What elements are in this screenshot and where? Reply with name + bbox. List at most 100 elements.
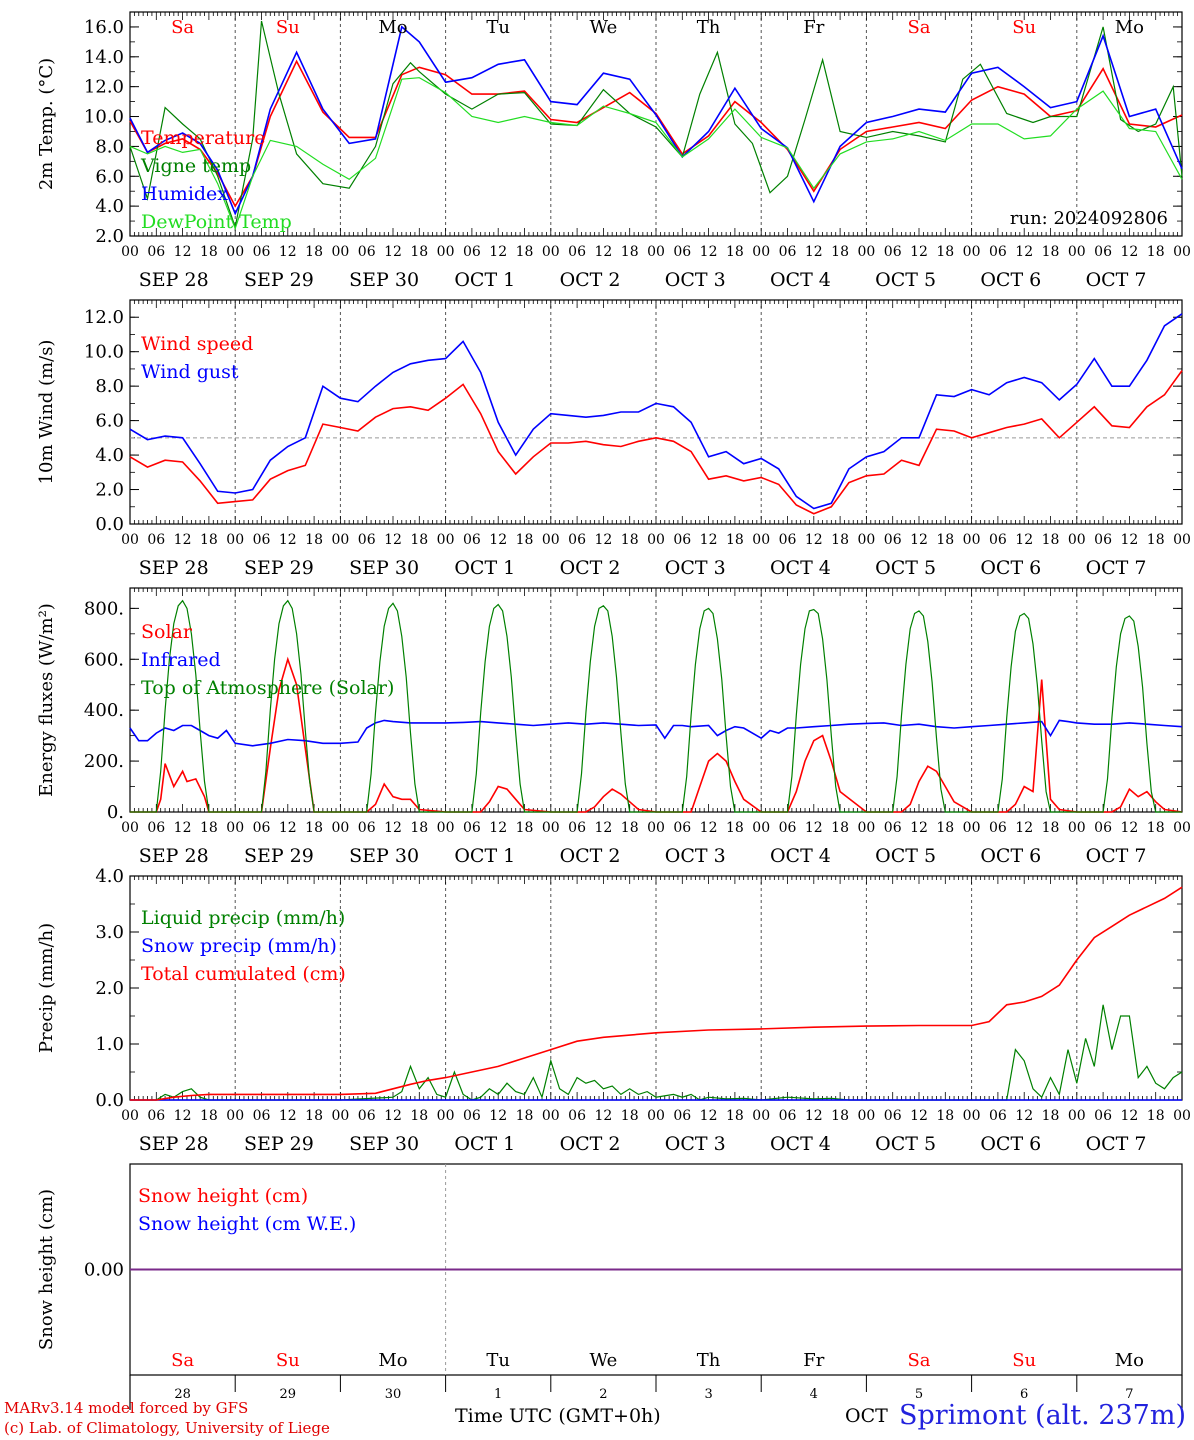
hour-label: 00 bbox=[331, 1108, 349, 1124]
hour-label: 00 bbox=[437, 1108, 455, 1124]
weekday-label: Sa bbox=[907, 1350, 930, 1371]
day-label: OCT 2 bbox=[560, 1133, 621, 1155]
series-line bbox=[130, 1004, 1183, 1101]
hour-label: 12 bbox=[384, 1108, 402, 1124]
hour-label: 18 bbox=[410, 532, 428, 548]
hour-label: 00 bbox=[1068, 532, 1086, 548]
hour-label: 18 bbox=[1147, 244, 1165, 260]
hour-label: 12 bbox=[384, 532, 402, 548]
hour-label: 06 bbox=[568, 244, 586, 260]
y-axis-label: 10m Wind (m/s) bbox=[36, 340, 57, 485]
day-label: SEP 28 bbox=[139, 557, 209, 579]
day-label: SEP 28 bbox=[139, 1133, 209, 1155]
hour-label: 12 bbox=[594, 532, 612, 548]
day-label: OCT 5 bbox=[875, 1133, 936, 1155]
legend-entry: Humidex bbox=[141, 183, 228, 205]
legend-entry: Total cumulated (cm) bbox=[141, 963, 346, 985]
y-tick-label: 0. bbox=[107, 802, 124, 823]
hour-label: 12 bbox=[1120, 820, 1138, 836]
hour-label: 06 bbox=[147, 532, 165, 548]
day-label: SEP 30 bbox=[349, 845, 419, 867]
hour-label: 06 bbox=[884, 532, 902, 548]
day-label: SEP 29 bbox=[244, 557, 314, 579]
station-name: Sprimont (alt. 237m) bbox=[899, 1400, 1186, 1431]
series-line bbox=[129, 25, 1183, 216]
series-line bbox=[129, 20, 1183, 230]
legend-entry: Liquid precip (mm/h) bbox=[141, 907, 345, 929]
credit-lab: (c) Lab. of Climatology, University of L… bbox=[4, 1419, 330, 1437]
hour-label: 06 bbox=[147, 820, 165, 836]
legend-entry: Vigne temp bbox=[140, 155, 251, 177]
hour-label: 18 bbox=[1147, 1108, 1165, 1124]
hour-label: 06 bbox=[358, 244, 376, 260]
day-label: OCT 2 bbox=[560, 845, 621, 867]
weekday-label: Su bbox=[1012, 1350, 1036, 1371]
y-axis-label: Precip (mm/h) bbox=[36, 923, 57, 1053]
series-line bbox=[129, 719, 1183, 747]
hour-label: 06 bbox=[1094, 1108, 1112, 1124]
hour-label: 06 bbox=[673, 244, 691, 260]
hour-label: 12 bbox=[279, 820, 297, 836]
hour-label: 18 bbox=[831, 820, 849, 836]
hour-label: 12 bbox=[805, 532, 823, 548]
hour-label: 18 bbox=[200, 244, 218, 260]
hour-label: 00 bbox=[121, 1108, 139, 1124]
y-tick-label: 6.0 bbox=[95, 411, 124, 432]
hour-label: 18 bbox=[410, 820, 428, 836]
y-tick-label: 12.0 bbox=[84, 77, 124, 98]
day-label: OCT 4 bbox=[770, 845, 831, 867]
y-tick-label: 4.0 bbox=[95, 445, 124, 466]
hour-label: 06 bbox=[463, 820, 481, 836]
weekday-label: Tu bbox=[486, 17, 510, 38]
hour-label: 12 bbox=[279, 532, 297, 548]
hour-label: 18 bbox=[726, 1108, 744, 1124]
legend-entry: Wind gust bbox=[141, 361, 239, 383]
hour-label: 12 bbox=[279, 1108, 297, 1124]
day-number: 1 bbox=[494, 1387, 502, 1402]
day-label: OCT 5 bbox=[875, 845, 936, 867]
hour-label: 00 bbox=[857, 532, 875, 548]
hour-label: 00 bbox=[752, 244, 770, 260]
panel-frame-wind bbox=[129, 299, 1183, 525]
weekday-label: Su bbox=[276, 17, 300, 38]
day-label: OCT 2 bbox=[560, 557, 621, 579]
y-axis-label: Snow height (cm) bbox=[36, 1189, 57, 1350]
legend-entry: Infrared bbox=[141, 649, 221, 671]
hour-label: 00 bbox=[121, 244, 139, 260]
hour-label: 00 bbox=[542, 532, 560, 548]
weekday-label: Fr bbox=[803, 17, 824, 38]
hour-label: 18 bbox=[621, 1108, 639, 1124]
hour-label: 06 bbox=[253, 820, 271, 836]
day-label: OCT 4 bbox=[770, 557, 831, 579]
day-label: OCT 1 bbox=[454, 269, 515, 291]
day-label: OCT 6 bbox=[980, 557, 1041, 579]
series-line bbox=[129, 313, 1183, 510]
day-label: OCT 3 bbox=[665, 845, 726, 867]
hour-label: 00 bbox=[647, 1108, 665, 1124]
hour-label: 12 bbox=[384, 244, 402, 260]
hour-label: 06 bbox=[989, 244, 1007, 260]
day-label: OCT 3 bbox=[665, 557, 726, 579]
hour-label: 12 bbox=[700, 244, 718, 260]
hour-label: 06 bbox=[673, 1108, 691, 1124]
hour-label: 12 bbox=[1120, 244, 1138, 260]
hour-label: 18 bbox=[1147, 820, 1165, 836]
hour-label: 12 bbox=[174, 820, 192, 836]
hour-label: 06 bbox=[147, 244, 165, 260]
day-label: OCT 5 bbox=[875, 269, 936, 291]
day-label: OCT 1 bbox=[454, 845, 515, 867]
hour-label: 18 bbox=[1042, 820, 1060, 836]
hour-label: 12 bbox=[1120, 532, 1138, 548]
month-label: OCT bbox=[845, 1405, 888, 1427]
hour-label: 12 bbox=[384, 820, 402, 836]
hour-label: 00 bbox=[437, 820, 455, 836]
hour-label: 12 bbox=[910, 820, 928, 836]
hour-label: 18 bbox=[726, 532, 744, 548]
hour-label: 12 bbox=[1015, 820, 1033, 836]
hour-label: 00 bbox=[1173, 244, 1191, 260]
day-label: OCT 4 bbox=[770, 1133, 831, 1155]
day-number: 6 bbox=[1020, 1387, 1028, 1402]
hour-label: 18 bbox=[200, 1108, 218, 1124]
hour-label: 12 bbox=[700, 532, 718, 548]
